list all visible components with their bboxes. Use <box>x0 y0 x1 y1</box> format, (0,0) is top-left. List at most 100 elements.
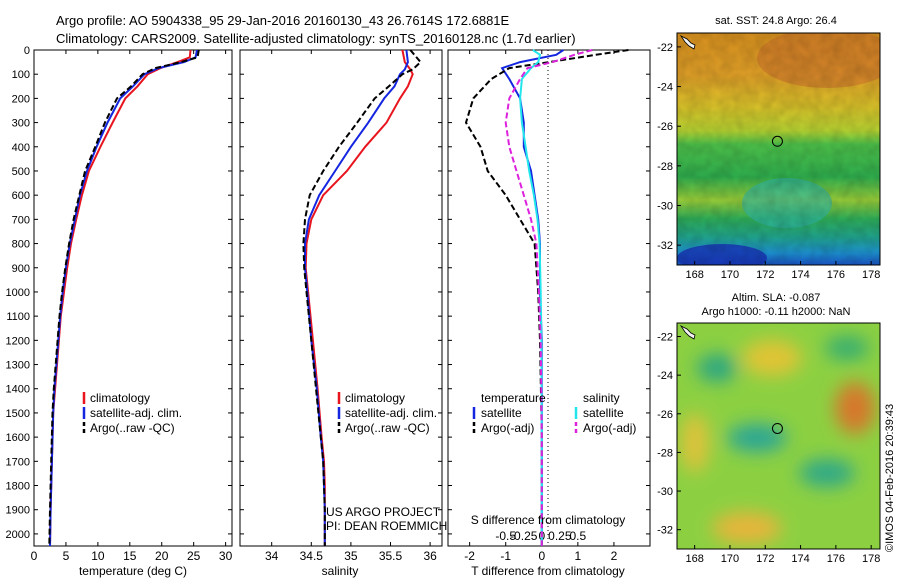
sst-map-x-tick-label: 172 <box>756 269 774 281</box>
temperature-y-tick-label: 1200 <box>6 335 30 347</box>
temperature-series-line-0 <box>49 49 192 547</box>
salinity-series-line-0 <box>304 49 414 546</box>
salinity-legend-climatology: climatology <box>345 391 405 405</box>
sst-map-y-tick-label: -28 <box>657 161 673 173</box>
sst-map-y-tick-label: -26 <box>657 121 673 133</box>
sla-map-title: Altim. SLA: -0.087 <box>732 292 821 304</box>
sst-map-y-tick-label: -30 <box>657 201 673 213</box>
temperature-legend-satellite: satellite-adj. clim. <box>90 406 182 420</box>
temperature-plot-frame <box>33 49 233 547</box>
sst-map-x-tick-label: 168 <box>685 269 703 281</box>
temperature-y-tick-label: 700 <box>12 214 30 226</box>
sst-map-x-tick-label: 174 <box>791 269 809 281</box>
temperature-legend-argo: Argo(..raw -QC) <box>90 421 175 435</box>
sla-map-y-tick-label: -30 <box>657 486 673 498</box>
temperature-legend: climatology satellite-adj. clim. Argo(..… <box>82 391 182 435</box>
temperature-series-lines <box>48 49 200 547</box>
sla-map-x-tick-label: 176 <box>827 553 845 565</box>
difference-plot-frame <box>447 49 651 547</box>
sst-argo-location-marker <box>771 135 783 147</box>
legend-sal-satellite: satellite <box>583 406 624 420</box>
difference-series-line-1 <box>464 49 629 546</box>
salinity-profile-chart: 34 34.5 35 35.5 36 salinity climatology sate… <box>239 49 447 578</box>
difference-top-tick-label: -0.5 <box>495 529 516 543</box>
sla-map-x-tick-label: 174 <box>791 553 809 565</box>
sst-map-x-tick-label: 170 <box>721 269 739 281</box>
salinity-x-tick-label: 35.5 <box>379 549 403 563</box>
difference-x-tick-label: 2 <box>611 549 618 563</box>
salinity-axes: 34 34.5 35 35.5 36 <box>240 49 442 563</box>
sst-map-y-tick-label: -22 <box>657 42 673 54</box>
pi-credit: PI: DEAN ROEMMICH <box>326 519 447 533</box>
sst-field-image <box>677 33 880 265</box>
legend-group-salinity: salinity <box>583 391 620 405</box>
difference-series-line-0 <box>500 49 564 546</box>
temperature-series-line-1 <box>49 49 198 547</box>
temperature-x-tick-label: 20 <box>155 549 169 563</box>
salinity-series-lines <box>302 49 422 546</box>
temperature-y-tick-label: 500 <box>12 166 30 178</box>
temperature-x-tick-label: 25 <box>187 549 201 563</box>
temperature-y-tick-label: 600 <box>12 190 30 202</box>
sst-island-outline <box>679 34 696 50</box>
salinity-x-tick-label: 36 <box>423 549 437 563</box>
temperature-y-tick-label: 1300 <box>6 360 30 372</box>
difference-x-tick-label: 1 <box>575 549 582 563</box>
difference-x-tick-label: 0 <box>538 549 545 563</box>
temperature-y-tick-label: 1800 <box>6 481 30 493</box>
temperature-y-tick-label: 2000 <box>6 529 30 541</box>
temperature-x-tick-label: 15 <box>123 549 137 563</box>
imos-side-credit: ©IMOS 04-Feb-2016 20:39:43 <box>884 404 896 552</box>
legend-group-temperature: temperature <box>481 391 546 405</box>
sla-map-y-tick-label: -26 <box>657 409 673 421</box>
header-line-2: Climatology: CARS2009. Satellite-adjuste… <box>56 31 576 46</box>
sla-anomaly-blobs <box>681 336 875 544</box>
sst-map-y-tick-label: -24 <box>657 82 673 94</box>
salinity-series-line-1 <box>304 49 409 546</box>
sla-map-x-tick-label: 178 <box>862 553 880 565</box>
sla-map-y-tick-label: -22 <box>657 332 673 344</box>
sla-blob-high-south <box>712 512 782 544</box>
legend-temp-argo: Argo(-adj) <box>481 421 534 435</box>
sst-map-chart: sat. SST: 24.8 Argo: 26.4 <box>657 15 881 281</box>
sla-map-y-tick-label: -32 <box>657 525 673 537</box>
temperature-y-tick-label: 800 <box>12 239 30 251</box>
sla-map-x-tick-label: 168 <box>685 553 703 565</box>
sla-island-outline <box>679 324 696 340</box>
temperature-y-tick-label: 1500 <box>6 408 30 420</box>
temperature-y-tick-label: 1600 <box>6 432 30 444</box>
difference-top-tick-label: -0.25 <box>510 529 538 543</box>
temperature-y-tick-label: 1400 <box>6 384 30 396</box>
temperature-x-tick-label: 5 <box>63 549 70 563</box>
temperature-y-tick-label: 1700 <box>6 456 30 468</box>
difference-x-axis-label: T difference from climatology <box>471 564 625 578</box>
temperature-x-tick-label: 30 <box>219 549 233 563</box>
sla-blob-high-east <box>835 382 875 434</box>
sla-blob-low-center <box>727 424 787 452</box>
sla-blob-low-north-east <box>825 336 869 360</box>
temperature-y-tick-label: 400 <box>12 142 30 154</box>
salinity-legend-satellite: satellite-adj. clim. <box>345 406 437 420</box>
sla-argo-location-marker <box>771 422 783 434</box>
sla-map-subtitle: Argo h1000: -0.11 h2000: NaN <box>701 306 850 318</box>
sst-map-frame <box>676 32 881 266</box>
temperature-y-tick-label: 1100 <box>6 311 30 323</box>
salinity-legend-argo: Argo(..raw -QC) <box>345 421 430 435</box>
sla-map-x-tick-label: 172 <box>756 553 774 565</box>
temperature-y-tick-label: 200 <box>12 93 30 105</box>
sla-map-x-tick-label: 170 <box>721 553 739 565</box>
difference-top-tick-label: 0.5 <box>570 529 587 543</box>
sla-blob-low-north <box>697 354 737 382</box>
difference-profile-chart: -2 -1 0 1 2-0.5-0.25 0 0.250.5 T difference fr… <box>447 49 651 578</box>
temperature-axes: 0 5 10 15 20 25 300100200300400500600700800900… <box>6 45 233 563</box>
header-line-1: Argo profile: AO 5904338_95 29-Jan-2016 … <box>56 13 510 28</box>
sla-map-chart: Altim. SLA: -0.087 Argo h1000: -0.11 h20… <box>657 292 881 565</box>
sla-map-frame <box>676 322 881 550</box>
temperature-legend-climatology: climatology <box>90 391 150 405</box>
difference-series-line-2 <box>519 49 543 546</box>
sla-blob-high-center <box>742 340 802 376</box>
sla-map-axes: 168 170 172 174 176 178 -22 -24 -26 -28 -30 -32 <box>657 332 880 565</box>
sst-map-title: sat. SST: 24.8 Argo: 26.4 <box>715 15 837 27</box>
sst-map-x-tick-label: 178 <box>862 269 880 281</box>
